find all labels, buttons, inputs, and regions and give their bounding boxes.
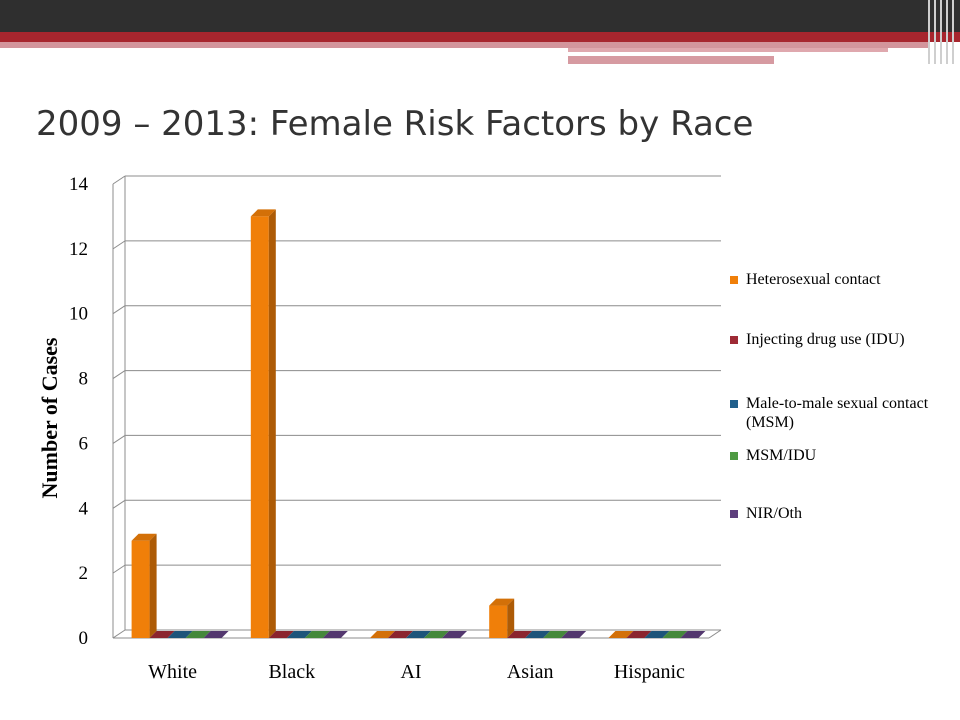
bar-side (507, 598, 515, 638)
bar-top (286, 631, 312, 638)
x-category-label: AI (400, 661, 421, 683)
legend-label: Heterosexual contact (746, 271, 881, 288)
bar-asian-0 (489, 605, 508, 638)
legend-swatch (730, 510, 738, 518)
bar-top (250, 209, 276, 217)
bar-top (406, 631, 431, 638)
gridline-diagonal (112, 629, 126, 639)
slide-title: 2009 – 2013: Female Risk Factors by Race (36, 104, 754, 144)
bar-top (626, 631, 652, 638)
bar-top (662, 631, 688, 638)
header-accent-line (568, 48, 888, 52)
header-band-pink (0, 42, 930, 48)
x-category-label: Asian (507, 661, 554, 683)
chart-bars (131, 209, 706, 639)
bar-top (424, 631, 449, 638)
bar-top (388, 631, 413, 638)
gridline-diagonal (112, 305, 126, 315)
bar-top (167, 631, 193, 638)
legend-swatch (730, 400, 738, 408)
y-tick-label: 2 (79, 563, 89, 584)
y-axis-ticks: 0 2 4 6 8 10 12 14 (69, 174, 89, 649)
legend-swatch (730, 276, 738, 284)
legend-label: MSM/IDU (746, 447, 817, 464)
x-category-label: Hispanic (614, 661, 685, 683)
legend-swatch (730, 452, 738, 460)
legend-item: Male-to-male sexual contact (MSM) (730, 394, 946, 432)
gridline-diagonal (112, 240, 126, 250)
legend-item: Heterosexual contact (730, 270, 946, 289)
header-accent-line-short (568, 56, 774, 64)
y-tick-label: 6 (79, 433, 89, 454)
bar-top (507, 631, 533, 638)
bar-top (489, 598, 515, 606)
bar-top (543, 631, 569, 638)
bar-black-0 (250, 216, 269, 638)
bar-top (608, 631, 634, 638)
y-tick-label: 10 (69, 304, 88, 325)
x-category-label: Black (268, 661, 315, 683)
legend-swatch (730, 336, 738, 344)
bar-top (561, 631, 587, 638)
x-category-label: White (148, 661, 197, 683)
gridline-diagonal (112, 564, 126, 574)
y-tick-label: 4 (79, 498, 89, 519)
bar-top (370, 631, 395, 638)
legend-label: Male-to-male sexual contact (MSM) (746, 395, 929, 431)
x-axis-categories: White Black AI Asian Hispanic (148, 661, 685, 683)
header-band-red (0, 32, 960, 42)
y-tick-label: 0 (79, 628, 89, 649)
bar-top (525, 631, 551, 638)
chart-grid (112, 175, 722, 639)
legend-label: NIR/Oth (746, 505, 802, 522)
legend-label: Injecting drug use (IDU) (746, 331, 905, 348)
legend-item: NIR/Oth (730, 504, 946, 523)
bar-side (268, 209, 276, 638)
bar-top (442, 631, 467, 638)
gridline-diagonal (112, 175, 126, 185)
y-tick-label: 14 (69, 174, 89, 195)
gridline-diagonal (112, 499, 126, 509)
header-band-dark (0, 0, 960, 32)
bar-top (203, 631, 229, 638)
bar-side (149, 533, 157, 638)
bar-top (149, 631, 175, 638)
gridline-diagonal (112, 370, 126, 379)
bar-white-0 (131, 540, 150, 638)
bar-top (644, 631, 670, 638)
bar-top (304, 631, 330, 638)
y-tick-label: 12 (69, 239, 88, 260)
bar-top (322, 631, 348, 638)
header-stripes (926, 0, 960, 64)
bar-top (185, 631, 211, 638)
legend-item: MSM/IDU (730, 446, 946, 465)
y-axis-label: Number of Cases (37, 337, 62, 498)
gridline-diagonal (112, 435, 126, 444)
bar-top (131, 533, 157, 541)
y-tick-label: 8 (79, 369, 89, 390)
bar-top (268, 631, 294, 638)
floor-edge (708, 629, 722, 639)
bar-top (680, 631, 706, 638)
legend-item: Injecting drug use (IDU) (730, 330, 946, 349)
